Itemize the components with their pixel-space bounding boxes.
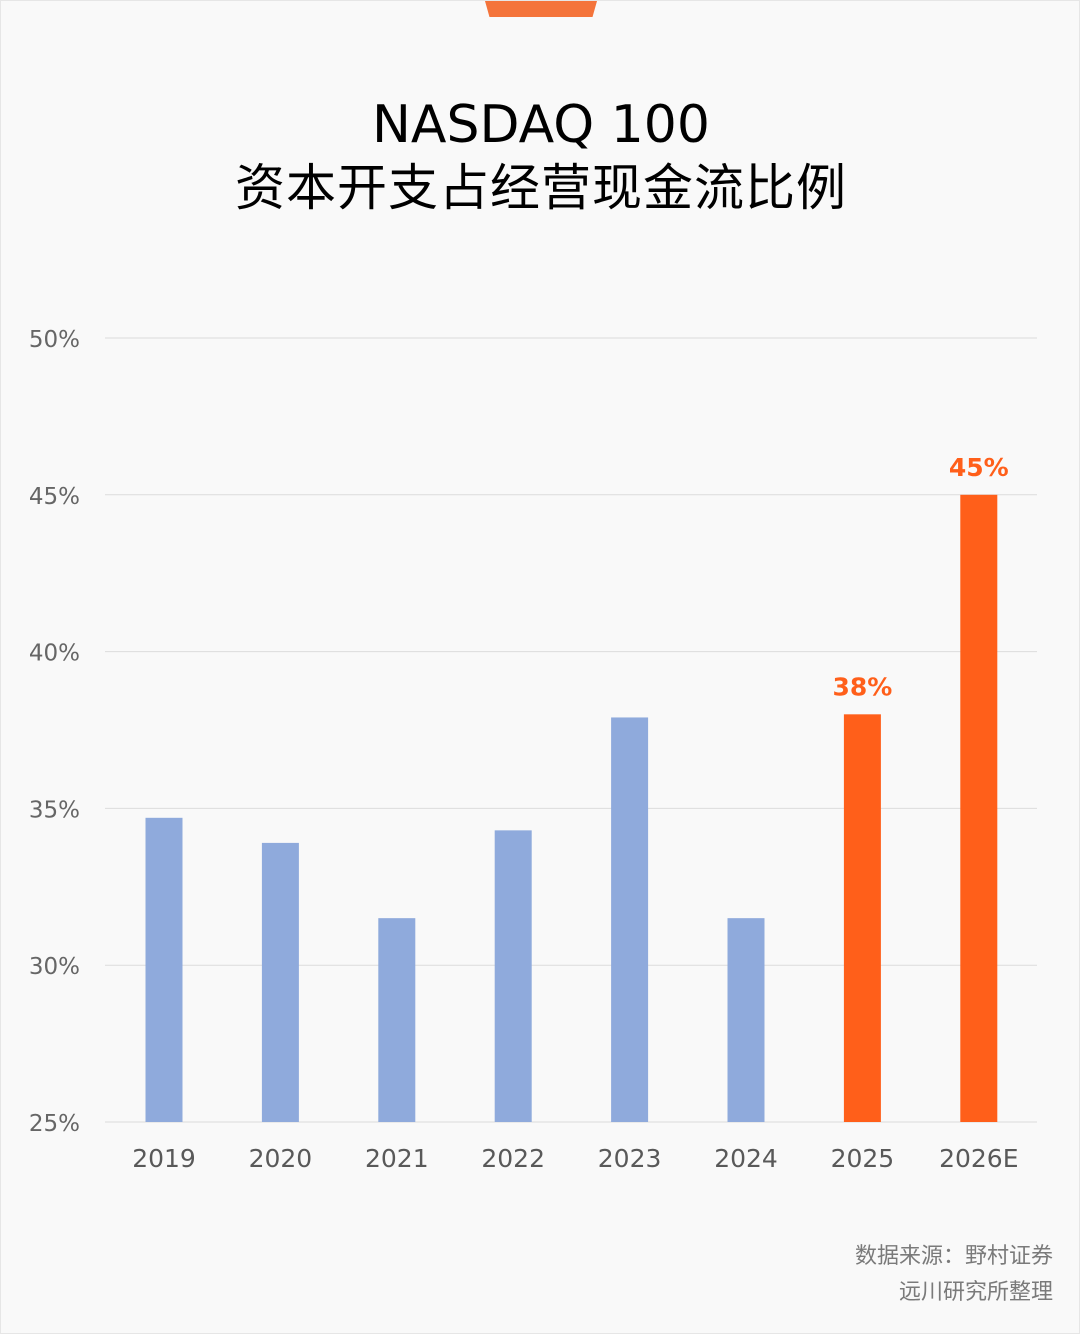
y-tick-label: 50% [29,327,80,353]
bar-2020 [261,842,299,1122]
bar-2021 [378,918,416,1122]
bar-2019 [145,817,183,1122]
x-tick-label: 2021 [365,1144,429,1173]
source-note: 数据来源：野村证券 远川研究所整理 [855,1239,1053,1311]
source-line1: 数据来源：野村证券 [854,1244,1053,1269]
x-tick-label: 2022 [481,1144,545,1173]
y-tick-label: 45% [29,484,80,510]
bar-2023 [611,717,649,1122]
y-tick-label: 25% [29,1111,80,1137]
chart-title-line1: NASDAQ 100 [372,95,710,155]
x-tick-label: 2020 [249,1144,313,1173]
y-tick-label: 40% [29,641,80,667]
x-tick-label: 2023 [598,1144,662,1173]
x-tick-label: 2026E [939,1144,1018,1173]
top-accent-tab [485,1,597,17]
y-tick-label: 35% [29,797,80,823]
source-line2: 远川研究所整理 [898,1280,1053,1305]
chart-title: NASDAQ 100 资本开支占经营现金流比例 [1,93,1079,219]
x-tick-label: 2025 [831,1144,895,1173]
data-label-2025: 38% [832,672,892,701]
bar-2026E [960,494,998,1122]
chart-title-line2: 资本开支占经营现金流比例 [235,159,847,217]
data-label-2026E: 45% [949,453,1009,482]
bar-2022 [494,830,532,1122]
bar-2024 [727,918,765,1122]
bar-2025 [843,714,881,1122]
y-tick-label: 30% [29,954,80,980]
x-tick-label: 2019 [132,1144,196,1173]
x-tick-label: 2024 [714,1144,778,1173]
